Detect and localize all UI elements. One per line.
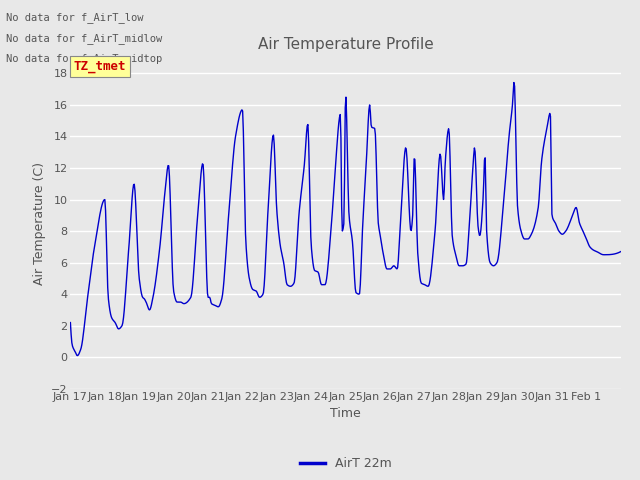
Text: TZ_tmet: TZ_tmet [74,60,126,73]
Line: AirT 22m: AirT 22m [70,83,621,356]
AirT 22m [434,179,442,185]
AirT 22m [233,126,241,132]
AirT 22m [260,283,268,288]
AirT 22m [281,269,289,275]
AirT 22m [132,201,140,207]
Text: No data for f_AirT_midlow: No data for f_AirT_midlow [6,33,163,44]
Y-axis label: Air Temperature (C): Air Temperature (C) [33,162,45,285]
X-axis label: Time: Time [330,407,361,420]
AirT 22m [403,156,411,161]
Legend: AirT 22m: AirT 22m [295,452,396,475]
AirT 22m [74,353,81,359]
Text: No data for f_AirT_low: No data for f_AirT_low [6,12,144,23]
AirT 22m [510,80,518,85]
Title: Air Temperature Profile: Air Temperature Profile [258,37,433,52]
Text: No data for f_AirT_midtop: No data for f_AirT_midtop [6,53,163,64]
AirT 22m [67,320,74,325]
AirT 22m [617,249,625,254]
